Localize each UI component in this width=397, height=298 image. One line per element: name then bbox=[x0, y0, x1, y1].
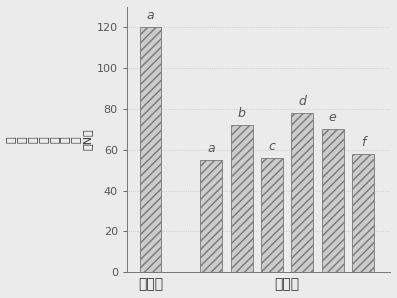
Bar bbox=[322, 129, 344, 272]
Text: f: f bbox=[361, 136, 365, 149]
Bar bbox=[139, 27, 162, 272]
Bar bbox=[200, 160, 222, 272]
Text: e: e bbox=[329, 111, 337, 124]
Y-axis label: 圣
女
果
果
肉
硬
度
（N）: 圣 女 果 果 肉 硬 度 （N） bbox=[7, 129, 93, 150]
Bar bbox=[352, 154, 374, 272]
Text: c: c bbox=[268, 140, 276, 153]
Text: d: d bbox=[299, 95, 306, 108]
Bar bbox=[231, 125, 252, 272]
Text: b: b bbox=[238, 107, 245, 120]
Text: a: a bbox=[207, 142, 215, 155]
Bar bbox=[291, 113, 313, 272]
Text: a: a bbox=[146, 9, 154, 22]
Bar bbox=[261, 158, 283, 272]
